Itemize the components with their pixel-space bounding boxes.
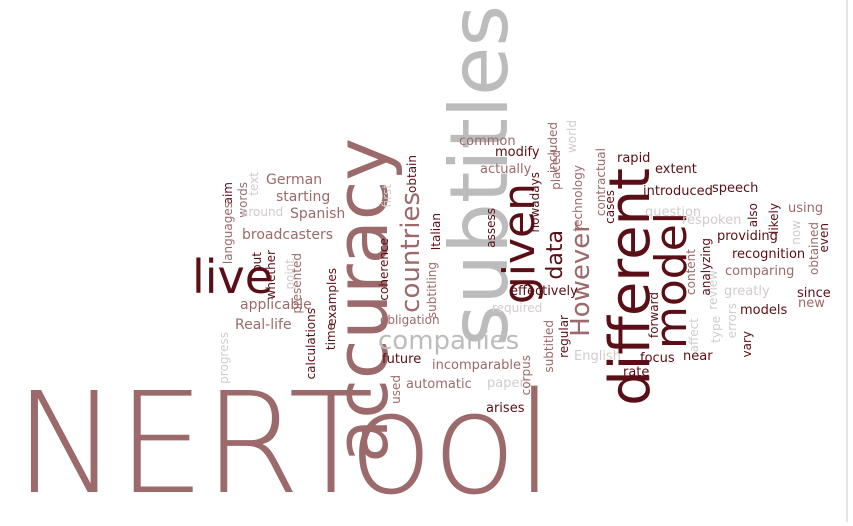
word-extent: extent	[655, 162, 697, 177]
word-speech: speech	[712, 181, 759, 196]
word-greatly: greatly	[724, 284, 770, 299]
right-edge-border	[846, 0, 848, 522]
word-automatic: automatic	[406, 377, 472, 392]
word-focus: focus	[640, 351, 675, 366]
word-technology: technology	[571, 165, 585, 232]
word-assess: assess	[484, 208, 498, 248]
word-languages: languages	[221, 202, 235, 265]
word-live: live	[192, 250, 274, 304]
word-effectively: effectively	[510, 284, 578, 299]
word-countries: countries	[396, 192, 426, 313]
word-providing: providing	[717, 229, 778, 244]
word-companies: companies	[378, 326, 520, 356]
word-question: question	[645, 205, 702, 220]
word-new: new	[798, 296, 825, 311]
word-papers: papers	[487, 376, 532, 391]
word-type: type	[709, 316, 723, 343]
word-subtitling: subtitling	[425, 262, 439, 319]
word-used: used	[389, 375, 403, 404]
word-nertool: NERTool	[14, 363, 554, 526]
word-examples: examples	[325, 268, 339, 326]
word-regular: regular	[557, 315, 571, 358]
word-corpus: corpus	[519, 355, 533, 396]
word-vary: vary	[740, 331, 754, 358]
word-arises: arises	[486, 401, 525, 416]
word-errors: errors	[725, 303, 739, 339]
word-also: also	[746, 203, 760, 228]
word-data: data	[543, 230, 568, 280]
word-however: However	[566, 222, 596, 337]
word-applicable: applicable	[240, 297, 312, 313]
word-italian: Italian	[429, 213, 443, 251]
word-respoken: respoken	[682, 213, 742, 228]
word-progress: progress	[217, 332, 231, 384]
word-affect: affect	[687, 318, 701, 353]
word-around: around	[241, 205, 284, 219]
word-first: first	[380, 184, 394, 208]
word-even: even	[817, 223, 831, 253]
word-now: now	[789, 220, 803, 245]
word-starting: starting	[276, 189, 331, 205]
word-calculations: calculations	[304, 308, 318, 380]
word-introduced: introduced	[643, 184, 713, 199]
word-forward: forward	[647, 292, 661, 339]
word-modify: modify	[495, 145, 540, 160]
word-incomparable: incomparable	[432, 358, 522, 373]
word-recognition: recognition	[732, 247, 806, 262]
word-rate: rate	[623, 365, 650, 380]
word-german: German	[266, 172, 323, 188]
word-actually: actually	[480, 162, 532, 177]
word-whether: whether	[264, 250, 278, 300]
word-put: put	[250, 252, 264, 272]
word-future: future	[382, 352, 422, 367]
word-content: content	[684, 249, 698, 295]
word-since: since	[797, 286, 831, 301]
word-common: common	[459, 134, 516, 149]
word-obtain: obtain	[405, 155, 419, 193]
word-obligation: obligation	[380, 313, 440, 327]
word-contractual: contractual	[594, 148, 608, 217]
word-coherence: coherence	[377, 238, 391, 301]
word-text: text	[247, 172, 261, 196]
word-rapid: rapid	[617, 151, 651, 166]
word-included: included	[546, 122, 560, 174]
word-spanish: Spanish	[290, 206, 346, 222]
word-real-life: Real-life	[235, 317, 292, 333]
word-time: time	[324, 323, 338, 351]
word-comparing: comparing	[725, 264, 795, 279]
word-subtitled: subtitled	[542, 320, 556, 373]
word-review: review	[706, 270, 720, 310]
word-point: point	[283, 259, 297, 290]
word-using: using	[788, 201, 824, 216]
word-models: models	[740, 303, 788, 318]
word-near: near	[683, 349, 713, 364]
word-nowadays: nowadays	[528, 172, 542, 233]
word-world: world	[565, 120, 579, 154]
word-broadcasters: broadcasters	[242, 227, 334, 243]
word-english: English	[574, 349, 621, 364]
word-required: required	[492, 301, 543, 315]
